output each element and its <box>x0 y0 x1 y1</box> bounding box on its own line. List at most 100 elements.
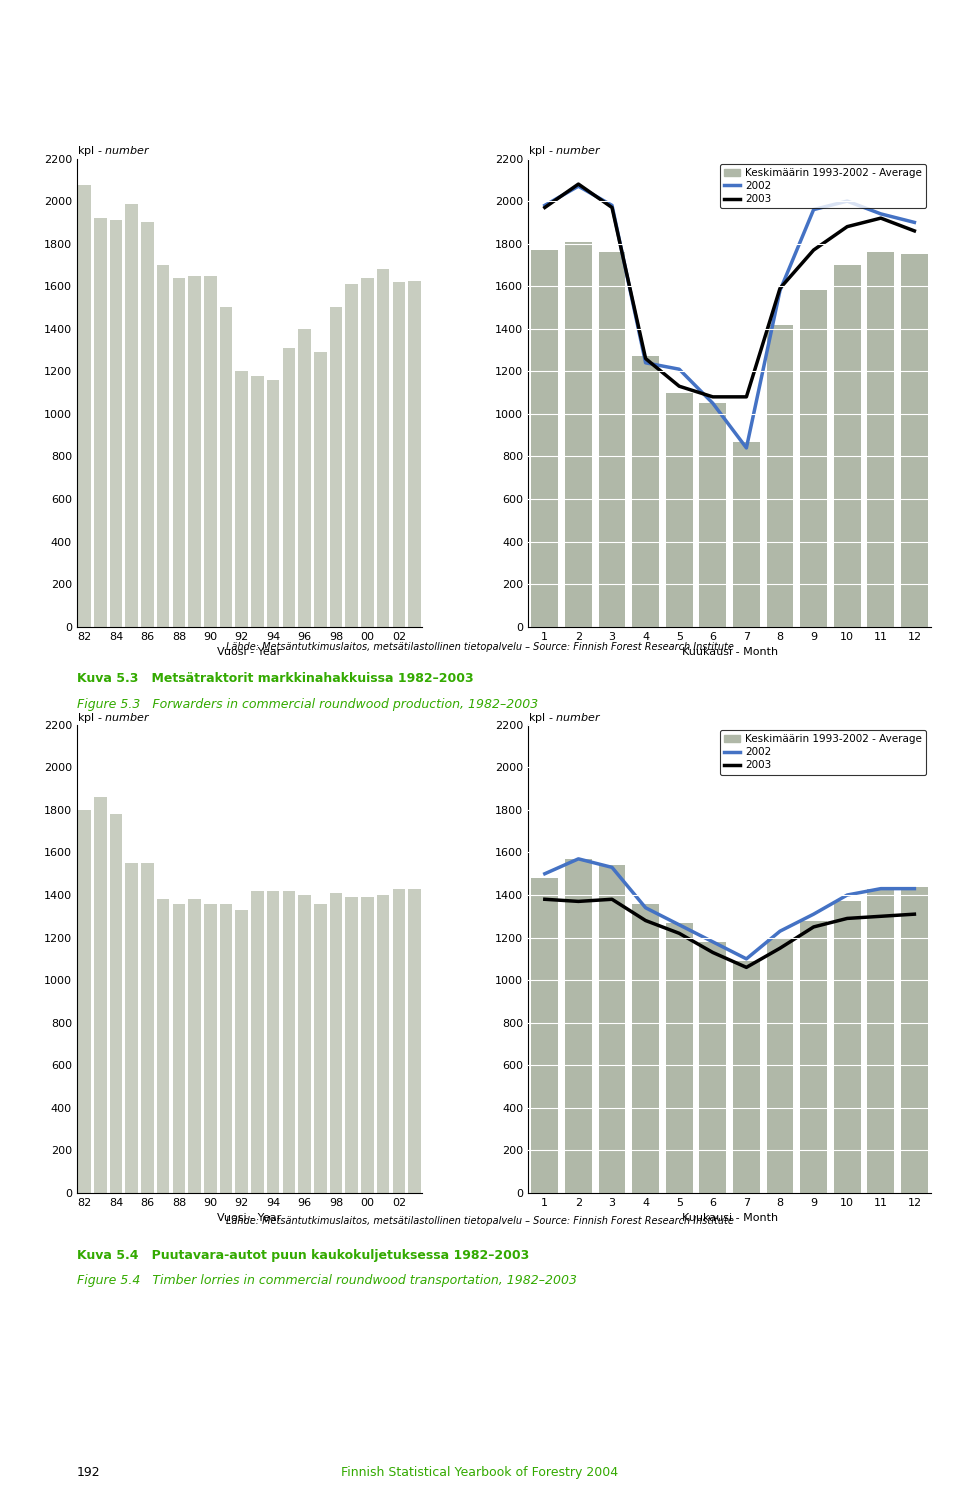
Bar <box>766 938 793 1193</box>
2002 <box>876 205 887 223</box>
2002 <box>673 915 684 933</box>
Line: 2002: 2002 <box>544 859 914 959</box>
2002 <box>908 879 920 897</box>
Text: kpl - $\it{number}$: kpl - $\it{number}$ <box>528 711 602 725</box>
Text: 5 Harvesting and transportation of roundwood: 5 Harvesting and transportation of round… <box>186 47 774 66</box>
2003 <box>607 198 618 216</box>
2002 <box>572 850 584 868</box>
2002 <box>774 923 785 941</box>
Bar <box>156 264 170 627</box>
2002 <box>707 394 718 412</box>
Bar <box>733 960 759 1193</box>
Bar <box>564 859 591 1193</box>
2002 <box>572 177 584 195</box>
2003 <box>807 242 819 260</box>
2002 <box>841 192 852 210</box>
Text: kpl - $\it{number}$: kpl - $\it{number}$ <box>77 711 151 725</box>
Bar <box>282 891 295 1193</box>
Bar <box>346 897 358 1193</box>
2003 <box>673 378 684 396</box>
2002 <box>841 886 852 904</box>
Line: 2003: 2003 <box>544 900 914 968</box>
2002 <box>673 359 684 378</box>
2002 <box>607 858 618 876</box>
Bar <box>833 264 860 627</box>
2003 <box>774 279 785 297</box>
Bar <box>699 942 726 1193</box>
2002 <box>741 439 753 458</box>
Bar <box>393 888 405 1193</box>
Bar <box>393 282 405 627</box>
Bar <box>666 923 693 1193</box>
Legend: Keskimäärin 1993-2002 - Average, 2002, 2003: Keskimäärin 1993-2002 - Average, 2002, 2… <box>720 163 926 208</box>
Bar <box>220 308 232 627</box>
Legend: Keskimäärin 1993-2002 - Average, 2002, 2003: Keskimäärin 1993-2002 - Average, 2002, 2… <box>720 729 926 775</box>
2002 <box>807 904 819 923</box>
Bar <box>632 356 659 627</box>
Bar <box>314 903 326 1193</box>
Bar <box>314 352 326 627</box>
Bar <box>900 886 927 1193</box>
2002 <box>707 933 718 951</box>
Text: Lähde: Metsäntutkimuslaitos, metsätilastollinen tietopalvelu – Source: Finnish F: Lähde: Metsäntutkimuslaitos, metsätilast… <box>226 642 734 652</box>
Bar <box>900 254 927 627</box>
2002 <box>539 865 550 883</box>
2003 <box>673 924 684 942</box>
Text: Figure 5.4   Timber lorries in commercial roundwood transportation, 1982–2003: Figure 5.4 Timber lorries in commercial … <box>77 1274 577 1288</box>
Bar <box>766 325 793 627</box>
Text: Finnish Statistical Yearbook of Forestry 2004: Finnish Statistical Yearbook of Forestry… <box>342 1466 618 1478</box>
Line: 2003: 2003 <box>544 184 914 397</box>
2003 <box>841 909 852 927</box>
Bar <box>377 895 390 1193</box>
Bar <box>329 892 343 1193</box>
2003 <box>807 918 819 936</box>
Bar <box>267 891 279 1193</box>
Text: kpl - $\it{number}$: kpl - $\it{number}$ <box>77 145 151 159</box>
2003 <box>639 912 651 930</box>
Bar <box>109 814 122 1193</box>
Line: 2002: 2002 <box>544 186 914 448</box>
Bar <box>267 381 279 627</box>
Bar <box>156 900 170 1193</box>
Text: Lähde: Metsäntutkimuslaitos, metsätilastollinen tietopalvelu – Source: Finnish F: Lähde: Metsäntutkimuslaitos, metsätilast… <box>226 1216 734 1226</box>
Bar <box>188 275 201 627</box>
2003 <box>572 892 584 911</box>
Bar <box>800 290 827 627</box>
2003 <box>876 908 887 926</box>
Text: 192: 192 <box>77 1466 101 1478</box>
2002 <box>639 898 651 917</box>
2003 <box>774 939 785 957</box>
Bar <box>833 901 860 1193</box>
Bar <box>173 903 185 1193</box>
2002 <box>908 213 920 231</box>
Bar <box>282 347 295 627</box>
2002 <box>774 281 785 299</box>
Bar <box>408 888 420 1193</box>
2002 <box>741 950 753 968</box>
2003 <box>876 208 887 226</box>
Bar <box>361 278 373 627</box>
2003 <box>539 891 550 909</box>
Bar <box>361 897 373 1193</box>
X-axis label: Kuukausi - Month: Kuukausi - Month <box>682 1214 778 1223</box>
Bar <box>126 204 138 627</box>
X-axis label: Vuosi - Year: Vuosi - Year <box>218 648 281 657</box>
2002 <box>807 201 819 219</box>
2003 <box>707 944 718 962</box>
Bar <box>94 217 107 627</box>
Bar <box>235 371 248 627</box>
2003 <box>908 904 920 923</box>
2003 <box>908 222 920 240</box>
Bar <box>699 403 726 627</box>
2003 <box>607 891 618 909</box>
Bar <box>564 242 591 627</box>
2002 <box>607 196 618 214</box>
2002 <box>639 353 651 371</box>
2003 <box>639 349 651 367</box>
2003 <box>707 388 718 406</box>
X-axis label: Vuosi - Year: Vuosi - Year <box>218 1214 281 1223</box>
Bar <box>299 329 311 627</box>
Bar <box>532 877 559 1193</box>
Bar <box>867 252 894 627</box>
Text: Kuva 5.3   Metsätraktorit markkinahakkuissa 1982–2003: Kuva 5.3 Metsätraktorit markkinahakkuiss… <box>77 672 473 686</box>
